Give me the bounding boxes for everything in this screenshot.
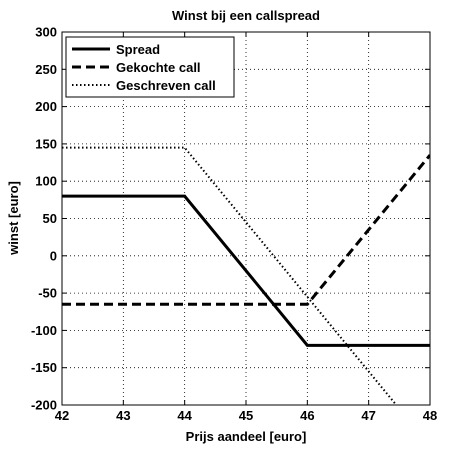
legend: Spread Gekochte call Geschreven call [65,36,235,98]
x-tick-label-5: 47 [361,408,375,423]
series-line-spread [62,194,430,347]
series-line-gekochte-call [62,154,430,306]
y-tick-label-6: 100 [35,174,57,189]
x-tick-label-1: 43 [116,408,130,423]
y-axis: -200 -150 -100 -50 0 50 100 150 200 250 300 [31,25,430,413]
y-tick-label-8: 200 [35,99,57,114]
x-tick-label-3: 45 [239,408,253,423]
x-tick-label-2: 44 [177,408,192,423]
y-tick-label-3: -50 [38,286,57,301]
y-tick-label-7: 150 [35,136,57,151]
x-axis: 42 43 44 45 46 47 48 [55,32,437,423]
x-tick-label-4: 46 [300,408,314,423]
y-tick-label-5: 50 [43,211,57,226]
legend-label-0: Spread [116,42,160,57]
y-tick-label-10: 300 [35,25,57,40]
grid [62,32,430,405]
y-tick-label-1: -150 [31,360,57,375]
legend-label-1: Gekochte call [116,60,201,75]
x-tick-label-6: 48 [423,408,437,423]
series-group [62,146,430,405]
y-tick-label-9: 250 [35,62,57,77]
x-tick-label-0: 42 [55,408,69,423]
y-tick-label-0: -200 [31,398,57,413]
chart-title: Winst bij een callspread [172,8,320,23]
y-axis-label: winst [euro] [6,181,21,256]
y-tick-label-2: -100 [31,323,57,338]
y-tick-label-4: 0 [50,248,57,263]
series-line-geschreven-call [62,146,398,405]
legend-label-2: Geschreven call [116,78,216,93]
x-axis-label: Prijs aandeel [euro] [186,429,307,444]
